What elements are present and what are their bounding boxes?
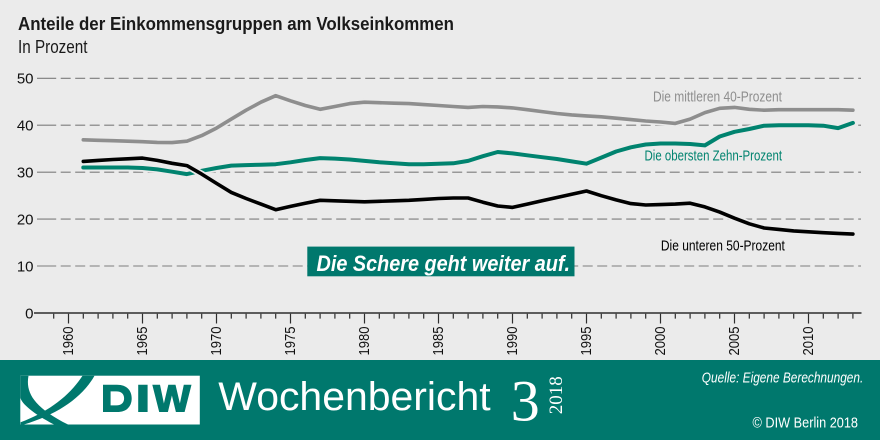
svg-text:40: 40 xyxy=(17,118,34,135)
svg-text:50: 50 xyxy=(17,71,34,88)
svg-text:© DIW Berlin 2018: © DIW Berlin 2018 xyxy=(753,415,859,432)
svg-text:1980: 1980 xyxy=(357,327,373,356)
svg-text:1995: 1995 xyxy=(579,327,595,356)
svg-text:2018: 2018 xyxy=(546,376,567,414)
svg-text:2005: 2005 xyxy=(727,327,743,356)
svg-text:Quelle: Eigene Berechnungen.: Quelle: Eigene Berechnungen. xyxy=(702,371,864,387)
svg-text:In Prozent: In Prozent xyxy=(18,37,88,57)
svg-text:2000: 2000 xyxy=(653,327,669,356)
svg-text:Die Schere geht weiter auf.: Die Schere geht weiter auf. xyxy=(317,251,571,276)
svg-text:1975: 1975 xyxy=(283,327,299,356)
svg-text:20: 20 xyxy=(17,211,34,228)
svg-text:Die obersten Zehn-Prozent: Die obersten Zehn-Prozent xyxy=(645,149,783,165)
svg-text:10: 10 xyxy=(17,258,34,275)
svg-text:Anteile der Einkommensgruppen: Anteile der Einkommensgruppen am Volksei… xyxy=(18,13,454,34)
svg-text:1970: 1970 xyxy=(209,327,225,356)
svg-text:1985: 1985 xyxy=(431,327,447,356)
svg-text:0: 0 xyxy=(25,305,33,322)
svg-text:Die unteren 50-Prozent: Die unteren 50-Prozent xyxy=(661,238,785,254)
svg-text:1965: 1965 xyxy=(135,327,151,356)
svg-text:3: 3 xyxy=(511,368,540,433)
svg-text:1990: 1990 xyxy=(505,327,521,356)
svg-text:2010: 2010 xyxy=(801,327,817,356)
svg-text:30: 30 xyxy=(17,165,34,182)
svg-text:Die mittleren 40-Prozent: Die mittleren 40-Prozent xyxy=(653,90,782,106)
svg-text:Wochenbericht: Wochenbericht xyxy=(218,375,490,419)
svg-text:1960: 1960 xyxy=(61,327,77,356)
